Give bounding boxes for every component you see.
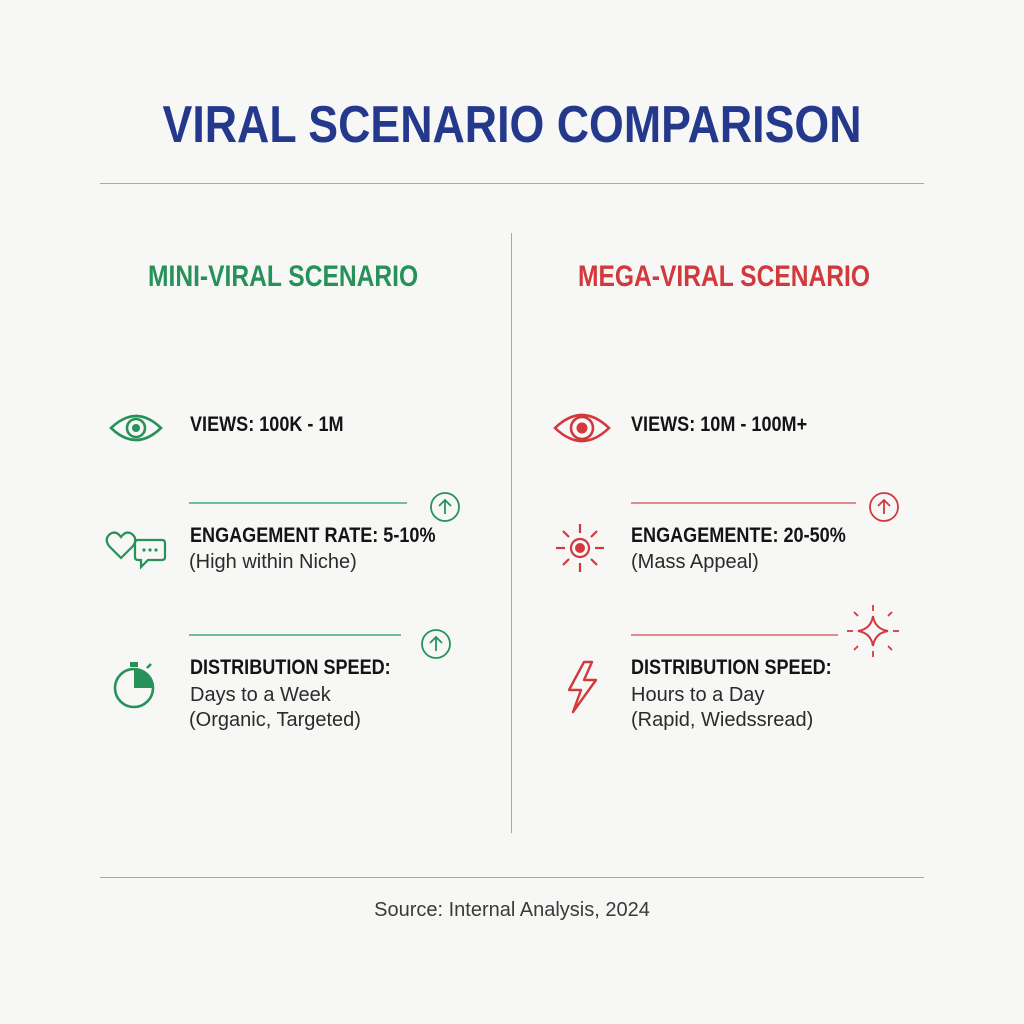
sparkle-icon — [847, 605, 899, 657]
lightning-icon — [567, 660, 598, 714]
mini-speed-line1: Days to a Week — [190, 684, 331, 706]
bottom-divider — [100, 877, 924, 878]
mini-speed-label: DISTRIBUTION SPEED: — [190, 656, 391, 679]
mini-views-label: VIEWS: 100K - 1M — [190, 413, 344, 436]
mega-speed-line1: Hours to a Day — [631, 684, 765, 706]
stopwatch-icon — [113, 662, 155, 709]
arrow-up-icon — [421, 629, 451, 659]
top-divider — [100, 183, 924, 184]
mini-separator-1 — [189, 502, 407, 504]
mini-engagement-label: ENGAGEMENT RATE: 5-10% — [190, 524, 436, 547]
mini-heading: MINI-VIRAL SCENARIO — [148, 260, 419, 293]
mega-engagement-note: (Mass Appeal) — [631, 551, 759, 573]
mega-speed-line2: (Rapid, Wiedssread) — [631, 709, 814, 731]
mega-speed-label: DISTRIBUTION SPEED: — [631, 656, 832, 679]
heart-chat-icon — [105, 531, 167, 570]
arrow-up-icon — [869, 492, 899, 522]
mini-engagement-note: (High within Niche) — [189, 551, 357, 573]
column-divider — [511, 233, 512, 833]
mini-separator-2 — [189, 634, 401, 636]
mega-separator-2 — [631, 634, 838, 636]
page-title: VIRAL SCENARIO COMPARISON — [162, 96, 862, 154]
eye-icon — [553, 413, 611, 443]
source-note: Source: Internal Analysis, 2024 — [374, 899, 650, 921]
mega-views-label: VIEWS: 10M - 100M+ — [631, 413, 808, 436]
arrow-up-icon — [430, 492, 460, 522]
mini-speed-line2: (Organic, Targeted) — [189, 709, 361, 731]
eye-icon — [109, 414, 163, 442]
mega-engagement-label: ENGAGEMENTE: 20-50% — [631, 524, 846, 547]
mega-heading: MEGA-VIRAL SCENARIO — [578, 260, 871, 293]
burst-icon — [556, 524, 604, 572]
mega-separator-1 — [631, 502, 856, 504]
